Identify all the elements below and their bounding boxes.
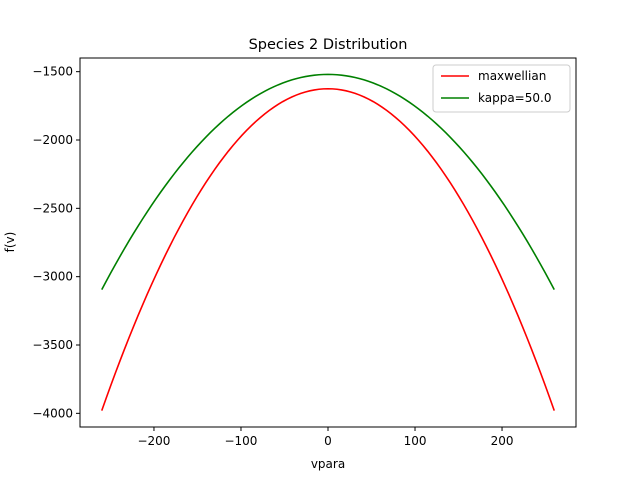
y-tick-label: −1500 xyxy=(32,65,73,79)
series-line-1 xyxy=(101,73,555,291)
x-tick-label: −200 xyxy=(137,434,170,448)
series-lines xyxy=(100,73,556,411)
plot-frame xyxy=(79,57,577,428)
y-tick-label: −4000 xyxy=(32,406,73,420)
legend: maxwellian kappa=50.0 xyxy=(432,64,571,113)
x-tick-label: 0 xyxy=(324,434,332,448)
x-tick-label: 200 xyxy=(491,434,514,448)
x-tick-label: 100 xyxy=(404,434,427,448)
y-tick-label: −2000 xyxy=(32,133,73,147)
chart-title: Species 2 Distribution xyxy=(249,37,408,53)
legend-label-maxwellian: maxwellian xyxy=(478,69,546,83)
series-line-0 xyxy=(100,87,556,411)
legend-label-kappa: kappa=50.0 xyxy=(478,91,551,105)
y-tick-label: −2500 xyxy=(32,201,73,215)
y-tick-label: −3500 xyxy=(32,338,73,352)
x-axis-label: vpara xyxy=(311,457,345,471)
x-tick-label: −100 xyxy=(224,434,257,448)
y-axis-label: f(v) xyxy=(3,232,17,253)
axis-ticks: −200 −100 0 100 200 −1500 −2000 −2500 −3000 −3500… xyxy=(32,65,513,448)
y-tick-label: −3000 xyxy=(32,270,73,284)
